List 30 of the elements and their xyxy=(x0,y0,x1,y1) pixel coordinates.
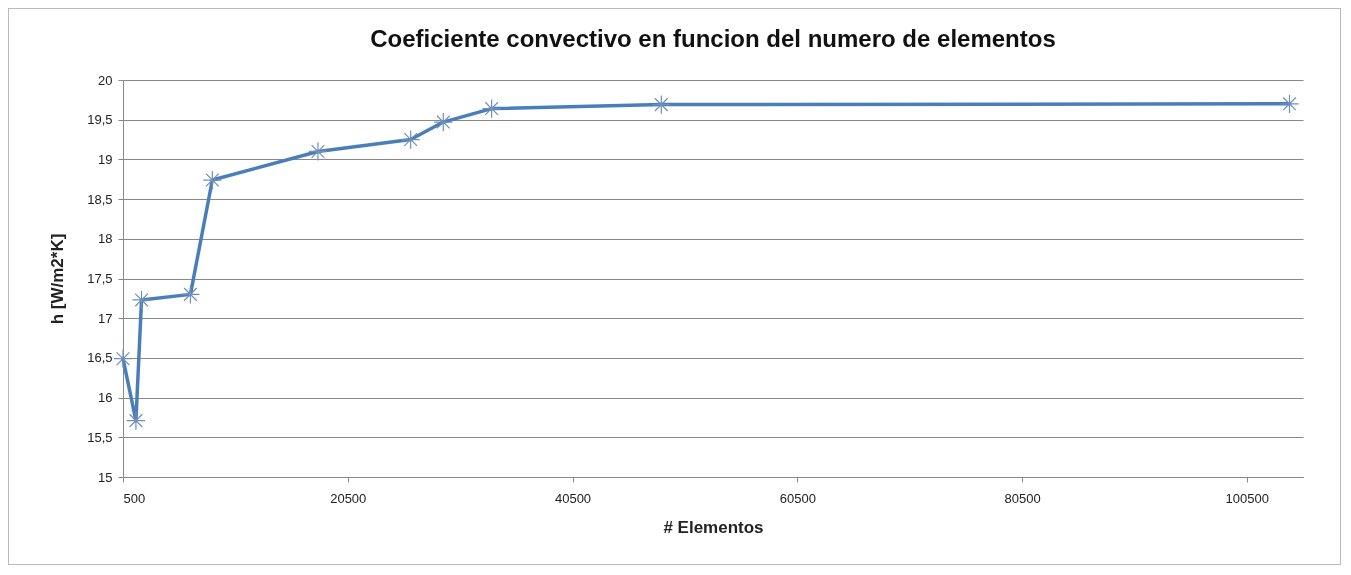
x-tick-label: 500 xyxy=(123,490,146,506)
x-tick-label: 60500 xyxy=(779,490,816,506)
x-axis-title: # Elementos xyxy=(663,517,764,537)
y-tick-label: 16,5 xyxy=(87,350,113,366)
x-tick-label: 80500 xyxy=(1004,490,1041,506)
point xyxy=(433,112,453,132)
x-tick-label: 20500 xyxy=(330,490,367,506)
point xyxy=(481,98,502,119)
y-tick-label: 19,5 xyxy=(87,112,113,128)
y-tick-label: 17 xyxy=(98,310,113,326)
x-tick-label: 40500 xyxy=(554,490,592,506)
y-tick-label: 20 xyxy=(98,72,113,88)
chart-title: Coeficiente convectivo en funcion del numero de elementos xyxy=(370,25,1056,52)
y-tick-label: 18 xyxy=(98,231,113,247)
y-tick-label: 16 xyxy=(98,390,113,406)
point xyxy=(1279,94,1300,114)
point xyxy=(401,129,421,150)
point xyxy=(131,290,152,310)
y-tick-label: 18,5 xyxy=(87,191,113,207)
point xyxy=(202,170,223,190)
point xyxy=(308,141,328,162)
y-tick-label: 19 xyxy=(98,151,113,167)
x-tick-label: 100500 xyxy=(1225,490,1269,506)
point xyxy=(651,94,671,115)
point xyxy=(126,410,146,431)
y-tick-label: 15,5 xyxy=(87,429,113,445)
y-tick-label: 17,5 xyxy=(87,271,113,286)
point xyxy=(180,284,201,305)
y-tick-label: 15 xyxy=(98,469,113,485)
y-axis-title: h [W/m2*K] xyxy=(48,233,68,325)
